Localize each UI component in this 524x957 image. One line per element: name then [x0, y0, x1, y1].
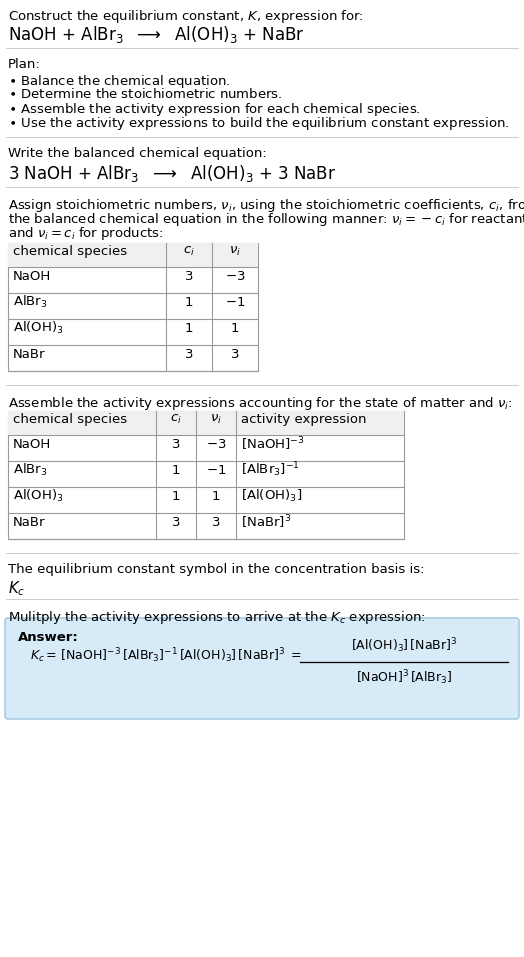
- Bar: [8, 243, 258, 371]
- Text: 3: 3: [212, 516, 220, 528]
- Text: Mulitply the activity expressions to arrive at the $K_c$ expression:: Mulitply the activity expressions to arr…: [8, 609, 426, 626]
- Text: Answer:: Answer:: [18, 631, 79, 644]
- Text: Al(OH)$_3$: Al(OH)$_3$: [13, 488, 64, 504]
- Text: 1: 1: [231, 322, 239, 335]
- Text: $\bullet$ Use the activity expressions to build the equilibrium constant express: $\bullet$ Use the activity expressions t…: [8, 115, 509, 132]
- Text: NaOH: NaOH: [13, 270, 51, 282]
- Text: 3: 3: [231, 347, 239, 361]
- Text: NaOH + AlBr$_3$  $\longrightarrow$  Al(OH)$_3$ + NaBr: NaOH + AlBr$_3$ $\longrightarrow$ Al(OH)…: [8, 24, 304, 45]
- Text: $-1$: $-1$: [206, 463, 226, 477]
- Bar: [8, 411, 404, 435]
- Text: [NaBr]$^3$: [NaBr]$^3$: [241, 513, 291, 531]
- Text: Write the balanced chemical equation:: Write the balanced chemical equation:: [8, 147, 267, 160]
- Text: AlBr$_3$: AlBr$_3$: [13, 462, 48, 478]
- Text: Construct the equilibrium constant, $K$, expression for:: Construct the equilibrium constant, $K$,…: [8, 8, 364, 25]
- Text: $\nu_i$: $\nu_i$: [210, 412, 222, 426]
- Text: $c_i$: $c_i$: [183, 244, 195, 257]
- Text: Assemble the activity expressions accounting for the state of matter and $\nu_i$: Assemble the activity expressions accoun…: [8, 395, 512, 412]
- Text: chemical species: chemical species: [13, 244, 127, 257]
- Text: NaOH: NaOH: [13, 437, 51, 451]
- Text: 3: 3: [172, 437, 180, 451]
- Text: $[\mathrm{Al(OH)_3}]\,[\mathrm{NaBr}]^3$: $[\mathrm{Al(OH)_3}]\,[\mathrm{NaBr}]^3$: [351, 636, 457, 656]
- Text: Al(OH)$_3$: Al(OH)$_3$: [13, 320, 64, 336]
- Text: $[\mathrm{NaOH}]^3\,[\mathrm{AlBr_3}]$: $[\mathrm{NaOH}]^3\,[\mathrm{AlBr_3}]$: [356, 669, 452, 687]
- Text: chemical species: chemical species: [13, 412, 127, 426]
- Text: 3: 3: [172, 516, 180, 528]
- Text: $-1$: $-1$: [225, 296, 245, 308]
- FancyBboxPatch shape: [5, 618, 519, 719]
- Text: $\bullet$ Determine the stoichiometric numbers.: $\bullet$ Determine the stoichiometric n…: [8, 87, 282, 101]
- Text: 1: 1: [172, 489, 180, 502]
- Text: $c_i$: $c_i$: [170, 412, 182, 426]
- Text: AlBr$_3$: AlBr$_3$: [13, 294, 48, 310]
- Text: $\bullet$ Balance the chemical equation.: $\bullet$ Balance the chemical equation.: [8, 73, 231, 90]
- Text: The equilibrium constant symbol in the concentration basis is:: The equilibrium constant symbol in the c…: [8, 563, 424, 576]
- Text: 1: 1: [212, 489, 220, 502]
- Text: $K_c$: $K_c$: [8, 579, 25, 598]
- Text: $-3$: $-3$: [206, 437, 226, 451]
- Text: $-3$: $-3$: [225, 270, 245, 282]
- Text: $\nu_i$: $\nu_i$: [229, 244, 241, 257]
- Text: Plan:: Plan:: [8, 58, 41, 71]
- Text: 1: 1: [185, 296, 193, 308]
- Text: Assign stoichiometric numbers, $\nu_i$, using the stoichiometric coefficients, $: Assign stoichiometric numbers, $\nu_i$, …: [8, 197, 524, 214]
- Text: 3: 3: [185, 270, 193, 282]
- Text: $K_c = \,[\mathrm{NaOH}]^{-3}\,[\mathrm{AlBr_3}]^{-1}\,[\mathrm{Al(OH)_3}]\,[\ma: $K_c = \,[\mathrm{NaOH}]^{-3}\,[\mathrm{…: [30, 647, 301, 665]
- Text: 1: 1: [185, 322, 193, 335]
- Text: $\bullet$ Assemble the activity expression for each chemical species.: $\bullet$ Assemble the activity expressi…: [8, 101, 421, 118]
- Bar: [8, 243, 258, 267]
- Text: [AlBr$_3$]$^{-1}$: [AlBr$_3$]$^{-1}$: [241, 460, 300, 479]
- Text: 3: 3: [185, 347, 193, 361]
- Text: and $\nu_i = c_i$ for products:: and $\nu_i = c_i$ for products:: [8, 225, 163, 242]
- Text: [Al(OH)$_3$]: [Al(OH)$_3$]: [241, 488, 302, 504]
- Text: NaBr: NaBr: [13, 516, 46, 528]
- Text: the balanced chemical equation in the following manner: $\nu_i = -c_i$ for react: the balanced chemical equation in the fo…: [8, 211, 524, 228]
- Text: 3 NaOH + AlBr$_3$  $\longrightarrow$  Al(OH)$_3$ + 3 NaBr: 3 NaOH + AlBr$_3$ $\longrightarrow$ Al(O…: [8, 163, 336, 184]
- Text: activity expression: activity expression: [241, 412, 366, 426]
- Text: NaBr: NaBr: [13, 347, 46, 361]
- Text: [NaOH]$^{-3}$: [NaOH]$^{-3}$: [241, 435, 305, 453]
- Text: 1: 1: [172, 463, 180, 477]
- Bar: [8, 411, 404, 539]
